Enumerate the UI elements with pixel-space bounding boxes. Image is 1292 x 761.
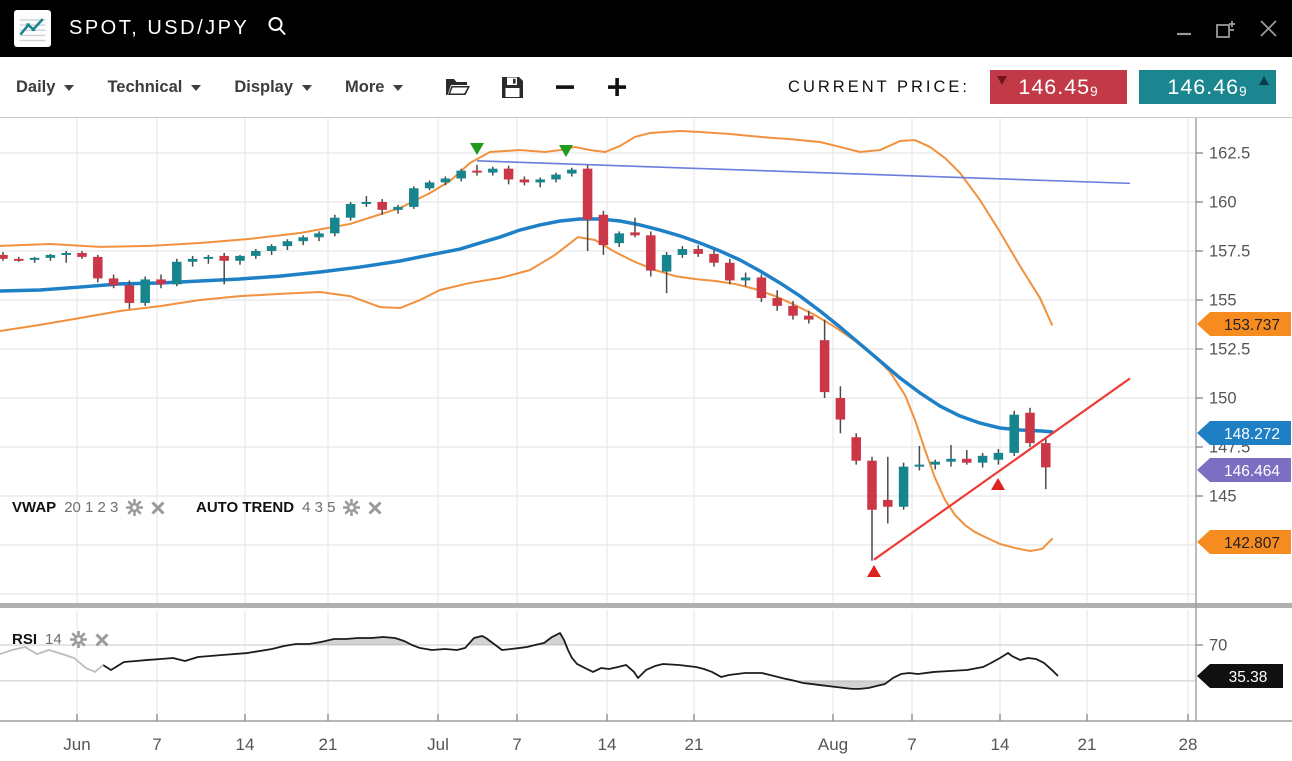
app-logo-icon — [14, 10, 51, 47]
svg-text:160: 160 — [1209, 194, 1237, 212]
svg-text:7: 7 — [152, 735, 161, 754]
signal-markers — [470, 143, 1005, 577]
menu-technical-label: Technical — [107, 77, 183, 96]
svg-text:150: 150 — [1209, 390, 1237, 408]
svg-text:145: 145 — [1209, 488, 1237, 506]
rsi-line — [0, 632, 1059, 690]
svg-text:157.5: 157.5 — [1209, 243, 1250, 261]
settings-icon[interactable] — [69, 631, 87, 648]
ask-price-button[interactable]: 146.46 9 — [1139, 70, 1276, 104]
titlebar: SPOT, USD/JPY — [0, 0, 1292, 57]
settings-icon[interactable] — [126, 499, 144, 516]
rsi-legend-name: RSI — [12, 631, 38, 648]
arrow-up-icon — [1259, 76, 1269, 85]
menu-timeframe[interactable]: Daily — [16, 77, 75, 97]
chevron-down-icon — [302, 85, 313, 91]
settings-icon[interactable] — [343, 499, 361, 516]
lower-band-badge: 142.807 — [1197, 530, 1291, 554]
menu-display[interactable]: Display — [234, 77, 313, 97]
search-icon[interactable] — [265, 14, 289, 43]
window-controls — [1176, 19, 1278, 39]
menu-timeframe-label: Daily — [16, 77, 56, 96]
upper-band-badge: 153.737 — [1197, 312, 1291, 336]
bid-price-value: 146.45 — [1018, 74, 1091, 99]
rsi-legend: RSI 14 — [12, 631, 109, 648]
chart-grid — [0, 118, 1196, 719]
remove-indicator-icon[interactable] — [368, 500, 382, 515]
window-title: SPOT, USD/JPY — [69, 17, 250, 39]
auto-trend-legend-params: 4 3 5 — [302, 499, 336, 516]
svg-text:21: 21 — [319, 735, 338, 754]
svg-text:Jul: Jul — [427, 735, 449, 754]
chevron-down-icon — [393, 85, 404, 91]
price-axis-badges: 153.737 148.272 146.464 142.807 35.38 — [1197, 312, 1291, 688]
rsi-badge-value: 35.38 — [1229, 669, 1268, 686]
bid-price-pip: 9 — [1090, 84, 1099, 99]
zoom-out-icon[interactable] — [554, 76, 576, 98]
vwap-legend: VWAP 20 1 2 3 — [12, 499, 165, 516]
bollinger-bands — [0, 130, 1054, 553]
vwap-legend-name: VWAP — [12, 499, 57, 516]
svg-text:28: 28 — [1179, 735, 1198, 754]
svg-text:7: 7 — [907, 735, 916, 754]
svg-text:Aug: Aug — [818, 735, 848, 754]
vwap-legend-params: 20 1 2 3 — [64, 499, 119, 516]
vwap-badge: 148.272 — [1197, 421, 1291, 445]
remove-indicator-icon[interactable] — [151, 500, 165, 515]
rsi-legend-params: 14 — [45, 631, 62, 648]
popout-icon[interactable] — [1215, 19, 1237, 39]
save-icon[interactable] — [501, 76, 524, 99]
auto-trend-legend-name: AUTO TREND — [196, 499, 295, 516]
current-price-label: CURRENT PRICE: — [788, 77, 970, 96]
menu-more[interactable]: More — [345, 77, 404, 97]
open-folder-icon[interactable] — [444, 76, 471, 98]
svg-text:152.5: 152.5 — [1209, 341, 1250, 359]
close-icon[interactable] — [1259, 19, 1278, 38]
toolbar: Daily Technical Display More — [0, 57, 1292, 118]
svg-text:21: 21 — [1078, 735, 1097, 754]
svg-text:7: 7 — [512, 735, 521, 754]
remove-indicator-icon[interactable] — [95, 632, 109, 647]
upper-band-badge-value: 153.737 — [1224, 317, 1280, 334]
trend-lines[interactable] — [476, 160, 1131, 561]
svg-text:14: 14 — [991, 735, 1010, 754]
svg-text:14: 14 — [236, 735, 255, 754]
minimize-icon[interactable] — [1176, 20, 1193, 37]
chevron-down-icon — [191, 85, 202, 91]
candlestick-series — [0, 164, 1051, 561]
last-price-badge: 146.464 — [1197, 458, 1291, 482]
svg-text:21: 21 — [685, 735, 704, 754]
ask-price-value: 146.46 — [1167, 74, 1240, 99]
rsi-badge: 35.38 — [1197, 664, 1283, 688]
last-price-badge-value: 146.464 — [1224, 463, 1280, 480]
auto-trend-legend: AUTO TREND 4 3 5 — [196, 499, 382, 516]
menu-technical[interactable]: Technical — [107, 77, 202, 97]
zoom-in-icon[interactable] — [606, 76, 628, 98]
vwap-badge-value: 148.272 — [1224, 426, 1280, 443]
svg-text:Jun: Jun — [63, 735, 90, 754]
lower-band-badge-value: 142.807 — [1224, 535, 1280, 552]
ask-price-pip: 9 — [1239, 84, 1248, 99]
svg-text:155: 155 — [1209, 292, 1237, 310]
chevron-down-icon — [64, 85, 75, 91]
svg-text:70: 70 — [1209, 637, 1227, 655]
svg-text:14: 14 — [598, 735, 617, 754]
bid-price-button[interactable]: 146.45 9 — [990, 70, 1127, 104]
menu-display-label: Display — [234, 77, 294, 96]
menu-more-label: More — [345, 77, 385, 96]
svg-text:162.5: 162.5 — [1209, 145, 1250, 163]
arrow-down-icon — [997, 76, 1007, 85]
